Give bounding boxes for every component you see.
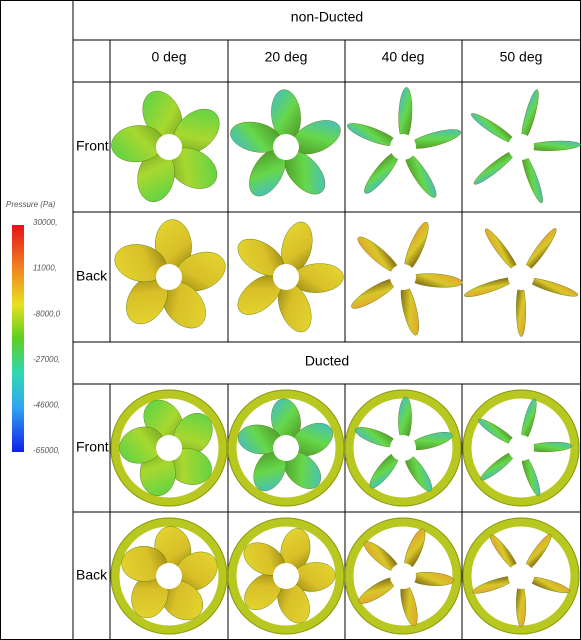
hub [156,563,182,589]
propeller-image [344,517,462,635]
blade [527,140,581,151]
column-header: 20 deg [265,49,308,65]
hub [156,134,182,160]
duct [110,389,228,507]
hub [390,435,416,461]
duct [344,517,462,635]
propeller-image [111,90,220,203]
hub [273,435,299,461]
propeller-image [227,517,345,635]
propeller-image [114,219,226,329]
row-label: Back [76,567,108,583]
color-bar [12,225,24,452]
propeller-image [464,228,579,337]
propeller-image [351,221,463,336]
section-title: non-Ducted [291,9,363,25]
propeller-image [462,389,580,507]
duct-edge [462,517,580,635]
duct-edge [110,389,228,507]
duct-edge [227,389,345,507]
column-header: 0 deg [151,49,186,65]
row-label: Front [76,439,109,455]
duct [227,517,345,635]
section-title: Ducted [305,353,349,369]
hub [508,264,534,290]
hub [156,435,182,461]
duct [110,517,228,635]
row-label: Back [76,268,108,284]
legend-label: 11000, [33,264,57,273]
propeller-image [110,517,228,635]
column-header: 40 deg [382,49,425,65]
propeller-image [470,89,581,204]
hub [273,563,299,589]
hub [508,563,534,589]
hub [273,264,299,290]
hub [508,134,534,160]
duct-edge [344,517,462,635]
duct-edge [344,389,462,507]
legend-label: -46000, [33,401,60,410]
legend-label: 30000, [33,218,57,227]
duct-edge [110,517,228,635]
hub [390,563,416,589]
duct-edge [462,389,580,507]
blade [464,277,516,298]
duct [462,517,580,635]
blade [408,129,462,149]
hub [390,264,416,290]
propeller-image [347,87,462,198]
blade [516,283,526,337]
propeller-image [227,389,345,507]
legend-label: -27000, [33,355,60,364]
duct [462,389,580,507]
hub [390,134,416,160]
blade [521,152,543,204]
propeller-image [237,221,344,333]
legend-label: -65000, [33,446,60,455]
propeller-image [344,389,462,507]
hub [156,264,182,290]
duct-edge [227,517,345,635]
hub [273,134,299,160]
table-lines [73,39,581,640]
duct [344,389,462,507]
propeller-image [110,389,228,507]
propeller-image [462,517,580,635]
propeller-image [230,89,341,197]
hub [508,435,534,461]
duct [227,389,345,507]
column-header: 50 deg [500,49,543,65]
legend-label: -8000,0 [33,309,61,318]
blade [400,283,419,336]
legend-title: Pressure (Pa) [6,200,56,209]
row-label: Front [76,138,109,154]
